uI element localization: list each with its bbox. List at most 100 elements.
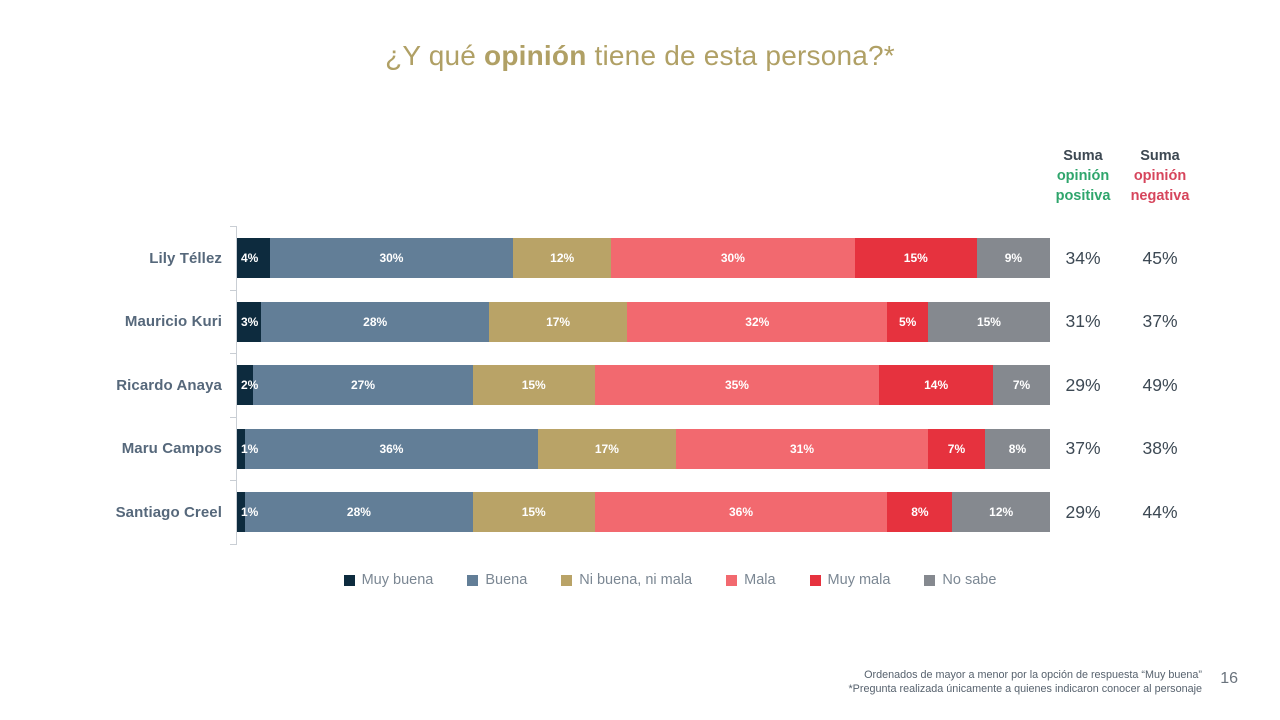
legend-label: Mala <box>744 572 776 588</box>
chart-row: Ricardo Anaya 2% 27% 15% 35% 14% 7% 29% 49% <box>0 353 1280 417</box>
legend-label: Muy buena <box>361 572 434 588</box>
bar-segment-value: 3% <box>241 314 259 329</box>
legend-swatch-icon <box>467 574 479 586</box>
bar-segment: 30% <box>610 238 855 278</box>
sum-negative-header-line3: negativa <box>1130 188 1190 204</box>
bar-segment: 35% <box>594 365 880 405</box>
legend-swatch-icon <box>809 574 821 586</box>
bar-segment: 15% <box>472 492 595 532</box>
y-axis-tick <box>230 416 237 418</box>
sum-positive-header-line1: Suma <box>1063 148 1103 164</box>
legend: Muy buena Buena Ni buena, ni mala Mala Muy m… <box>60 570 1280 590</box>
sum-positive-value: 34% <box>1065 247 1101 268</box>
bar-segment: 32% <box>627 301 888 342</box>
bar-segment-value: 31% <box>789 441 815 456</box>
bar-segment: 2% <box>237 365 258 405</box>
sum-positive-header: Suma opinión positiva <box>1028 146 1138 206</box>
footnotes: Ordenados de mayor a menor por la opción… <box>848 668 1202 697</box>
y-axis-tick <box>230 543 237 545</box>
bar-segment: 28% <box>245 492 473 532</box>
legend-item: Muy mala <box>809 572 891 588</box>
sum-positive-value: 31% <box>1065 311 1101 331</box>
stacked-bar: 3% 28% 17% 32% 5% 15% <box>237 301 1050 342</box>
category-label: Santiago Creel <box>115 503 222 521</box>
category-label: Lily Téllez <box>149 249 222 267</box>
sum-negative-value: 49% <box>1142 374 1178 395</box>
bar-segment-value: 36% <box>729 505 754 519</box>
bar-segment-value: 17% <box>594 441 619 456</box>
sum-positive-value: 29% <box>1065 374 1101 395</box>
legend-swatch-icon <box>561 574 573 586</box>
bar-segment-value: 7% <box>1012 378 1031 392</box>
y-axis-line <box>236 226 237 544</box>
y-axis-tick <box>230 353 237 354</box>
bar-segment-value: 15% <box>521 378 546 392</box>
footnote-ordering: Ordenados de mayor a menor por la opción… <box>864 669 1202 681</box>
bar-segment: 30% <box>269 238 514 278</box>
bar-segment: 9% <box>976 238 1050 278</box>
legend-label: Muy mala <box>827 572 891 588</box>
legend-item: Ni buena, ni mala <box>561 572 692 588</box>
y-axis-tick <box>230 226 237 227</box>
chart-title-prefix: ¿Y qué <box>385 40 485 71</box>
category-label: Mauricio Kuri <box>124 313 222 330</box>
legend-label: No sabe <box>942 572 997 588</box>
bar-segment: 15% <box>472 365 595 405</box>
y-axis-tick <box>230 289 237 291</box>
bar-segment-value: 9% <box>1004 251 1023 265</box>
legend-item: Buena <box>467 572 527 588</box>
bar-segment-value: 12% <box>989 505 1014 519</box>
legend-item: Mala <box>726 572 776 588</box>
sum-negative-header: Suma opinión negativa <box>1105 146 1215 206</box>
bar-segment-value: 30% <box>379 251 404 265</box>
bar-segment-value: 2% <box>241 378 259 392</box>
bar-segment-value: 30% <box>720 251 745 265</box>
legend-swatch-icon <box>924 574 936 586</box>
chart-title-highlight: opinión <box>484 40 587 71</box>
stacked-bar: 1% 36% 17% 31% 7% 8% <box>237 428 1050 469</box>
bar-segment-value: 7% <box>947 441 966 456</box>
legend-swatch-icon <box>726 574 738 586</box>
bar-segment: 27% <box>253 365 473 405</box>
bar-segment: 7% <box>928 428 985 469</box>
bar-segment: 12% <box>952 492 1050 532</box>
sum-negative-value: 44% <box>1142 501 1178 522</box>
page-number: 16 <box>1220 670 1238 687</box>
bar-segment-value: 12% <box>550 251 575 265</box>
bar-segment-value: 15% <box>903 251 928 265</box>
bar-segment: 28% <box>261 301 489 342</box>
bar-segment-value: 8% <box>1008 441 1027 456</box>
y-axis-tick <box>230 480 237 481</box>
bar-segment: 3% <box>237 301 262 342</box>
bar-segment: 8% <box>887 492 953 532</box>
bar-segment-value: 32% <box>745 314 770 329</box>
bar-segment: 31% <box>676 428 929 469</box>
category-label: Ricardo Anaya <box>116 376 222 394</box>
bar-segment: 1% <box>237 428 258 469</box>
bar-segment-value: 8% <box>911 505 929 519</box>
bar-segment-value: 14% <box>924 378 949 392</box>
bar-segment: 14% <box>879 365 994 405</box>
sum-negative-value: 45% <box>1142 247 1178 268</box>
bar-segment-value: 36% <box>379 441 404 456</box>
bar-segment-value: 15% <box>976 314 1001 329</box>
footnote-question: *Pregunta realizada únicamente a quienes… <box>848 683 1202 696</box>
bar-segment-value: 35% <box>724 378 749 392</box>
bar-segment-value: 1% <box>241 441 259 456</box>
bar-segment: 1% <box>237 492 258 532</box>
sum-negative-value: 38% <box>1142 438 1178 458</box>
sum-positive-header-line2: opinión <box>1056 168 1110 184</box>
bar-segment-value: 15% <box>521 505 546 519</box>
category-label: Maru Campos <box>121 440 222 457</box>
chart-title-suffix: tiene de esta persona?* <box>586 40 895 71</box>
bar-segment: 36% <box>594 492 888 532</box>
sum-positive-header-line3: positiva <box>1055 188 1111 204</box>
bar-segment: 4% <box>237 238 270 278</box>
legend-item: No sabe <box>924 572 996 588</box>
bar-segment: 36% <box>245 428 538 469</box>
bar-segment: 17% <box>489 301 628 342</box>
sum-positive-value: 29% <box>1065 501 1101 522</box>
chart-row: Maru Campos 1% 36% 17% 31% 7% 8% 37% 38% <box>0 417 1280 481</box>
bar-segment: 12% <box>513 238 611 278</box>
bar-segment: 5% <box>887 301 928 342</box>
